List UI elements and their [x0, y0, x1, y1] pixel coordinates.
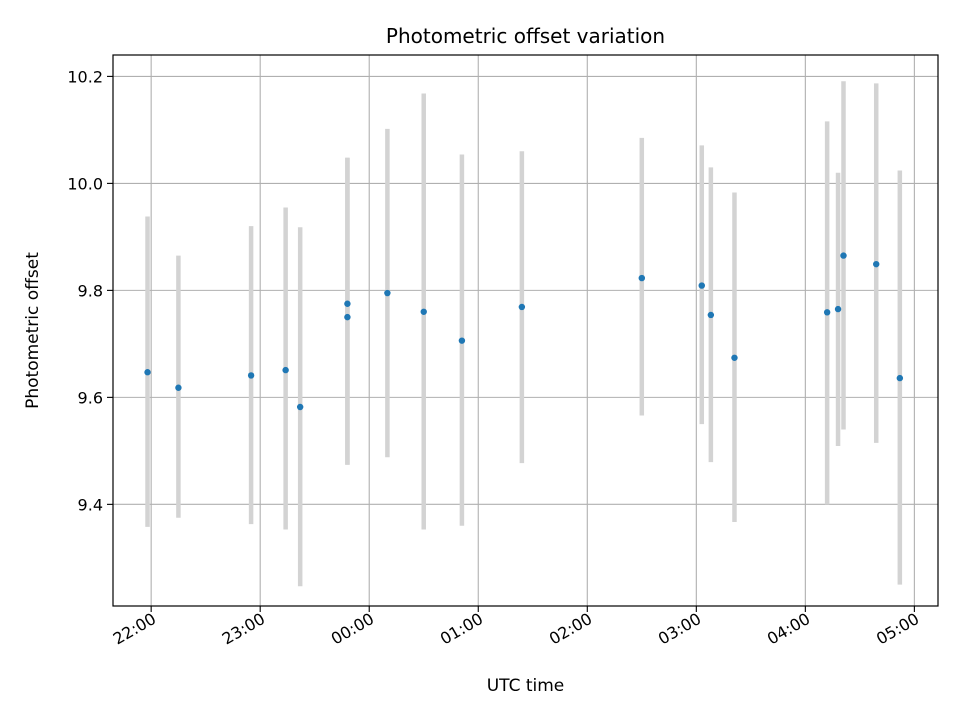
data-point [296, 403, 304, 411]
chart-title: Photometric offset variation [386, 24, 665, 48]
data-point [420, 308, 427, 315]
x-tick-label: 22:00 [110, 609, 159, 649]
x-tick-label: 02:00 [546, 609, 595, 649]
y-tick-label: 10.2 [67, 67, 103, 86]
x-tick-label: 23:00 [219, 609, 268, 649]
data-point [896, 374, 904, 382]
y-tick-label: 9.6 [78, 388, 103, 407]
plot-frame [112, 54, 939, 607]
x-axis-label: UTC time [487, 676, 565, 696]
data-point [144, 369, 151, 376]
data-point [873, 260, 880, 268]
data-point [518, 303, 526, 311]
x-tick-label: 04:00 [764, 609, 813, 649]
data-point [282, 366, 289, 374]
data-point [840, 252, 847, 259]
data-point [823, 309, 831, 316]
data-point [247, 372, 255, 379]
data-point [834, 305, 842, 313]
data-point [175, 384, 182, 391]
data-point [458, 337, 466, 344]
axis-ticks: 22:00 23:00 00:00 01:00 02:00 03:00 04:00 05:00… [67, 67, 922, 648]
x-tick-label: 01:00 [437, 609, 486, 649]
y-tick-label: 9.8 [78, 281, 103, 300]
data-point [638, 274, 645, 282]
x-tick-label: 05:00 [873, 609, 922, 649]
grid [113, 55, 938, 606]
y-tick-label: 10.0 [67, 174, 103, 193]
data-point [731, 354, 738, 361]
data-point [698, 282, 705, 289]
data-point [344, 300, 351, 307]
data-point [344, 313, 351, 321]
x-tick-label: 03:00 [655, 609, 704, 649]
data-point [707, 311, 715, 319]
data-points [144, 252, 904, 411]
data-point [384, 289, 391, 297]
y-axis-label: Photometric offset [23, 252, 43, 409]
y-tick-label: 9.4 [78, 495, 103, 514]
x-tick-label: 00:00 [328, 609, 377, 649]
